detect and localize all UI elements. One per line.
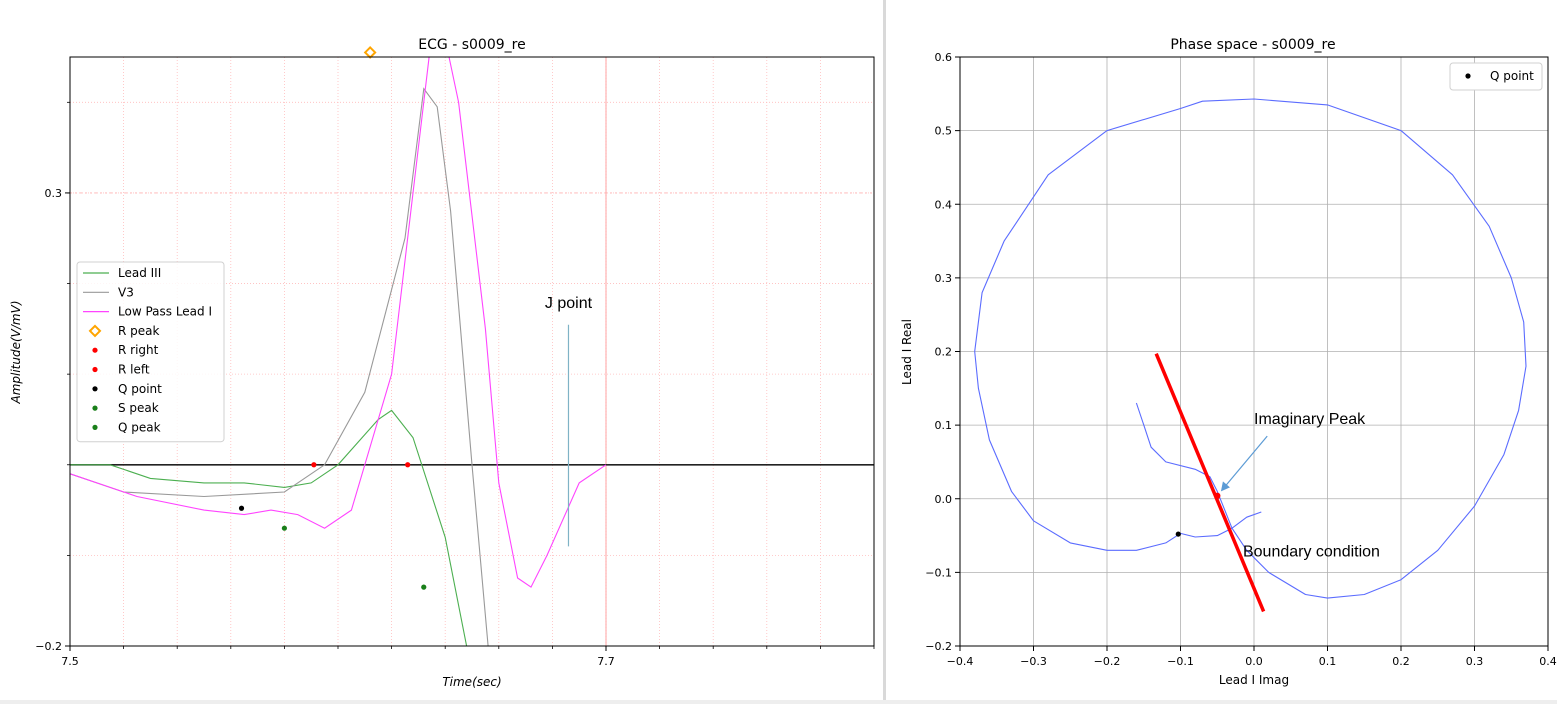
ecg-y-tick-label: −0.2 xyxy=(35,640,62,653)
ecg-x-tick-label: 7.5 xyxy=(61,655,79,668)
ecg-legend-label: V3 xyxy=(118,285,134,299)
ecg-legend-swatch xyxy=(92,366,98,373)
phase-x-tick-label: 0.0 xyxy=(1245,655,1263,668)
ecg-legend-label: Q peak xyxy=(118,420,161,434)
phase-annotation-label: Imaginary Peak xyxy=(1254,411,1366,428)
ecg-legend-label: Q point xyxy=(118,382,162,396)
phase-y-tick-label: 0.6 xyxy=(935,51,953,64)
phase-y-tick-label: 0.0 xyxy=(935,493,953,506)
phase-y-axis-label: Lead I Real xyxy=(900,319,914,385)
ecg-series-line-2 xyxy=(70,57,607,588)
ecg-legend-label: R right xyxy=(118,343,159,357)
ecg-legend-swatch xyxy=(88,324,102,338)
phase-x-tick-label: 0.3 xyxy=(1466,655,1484,668)
phase-legend-box xyxy=(1449,62,1543,91)
phase-y-tick-label: 0.3 xyxy=(935,272,953,285)
ecg-y-axis-label: Amplitude(V/mV) xyxy=(9,300,23,404)
ecg-series-line-1 xyxy=(70,87,489,646)
ecg-annotation-label: J point xyxy=(545,295,593,312)
ecg-y-tick-label: 0.3 xyxy=(45,187,63,200)
phase-x-tick-label: −0.3 xyxy=(1020,655,1047,668)
ecg-marker-2 xyxy=(405,462,411,468)
phase-x-tick-label: 0.1 xyxy=(1319,655,1337,668)
phase-annotation-label: Boundary condition xyxy=(1243,543,1380,560)
phase-legend-swatch xyxy=(1465,73,1471,79)
phase-y-tick-label: 0.2 xyxy=(935,346,953,359)
ecg-legend-box xyxy=(76,261,225,443)
phase-x-tick-label: −0.4 xyxy=(947,655,974,668)
phase-series-line-1 xyxy=(1154,353,1266,613)
phase-annotation-arrowhead xyxy=(1220,481,1230,492)
phase-x-tick-label: −0.1 xyxy=(1167,655,1194,668)
ecg-legend-label: R left xyxy=(118,363,150,377)
phase-y-tick-label: 0.4 xyxy=(935,198,953,211)
ecg-marker-0 xyxy=(363,46,377,59)
phase-space-chart: Phase space - s0009_re −0.4 −0.3 −0.2 −0.1 0… xyxy=(900,37,1557,687)
ecg-marker-4 xyxy=(421,584,427,590)
phase-y-tick-label: −0.1 xyxy=(925,566,952,579)
ecg-legend-swatch xyxy=(92,386,98,392)
phase-chart-title: Phase space - s0009_re xyxy=(1170,37,1335,53)
ecg-chart-title: ECG - s0009_re xyxy=(418,37,525,53)
phase-y-tick-label: −0.2 xyxy=(925,640,952,653)
phase-y-tick-label: 0.1 xyxy=(935,419,953,432)
phase-legend-label: Q point xyxy=(1490,69,1534,83)
phase-plot-frame xyxy=(959,56,1549,647)
ecg-legend-label: Lead III xyxy=(118,266,161,280)
phase-x-tick-label: 0.2 xyxy=(1392,655,1410,668)
window-bottom-edge xyxy=(0,700,1557,704)
phase-legend: Q point xyxy=(1449,62,1543,91)
phase-ticks: −0.4 −0.3 −0.2 −0.1 0.0 0.1 0.2 0.3 0.4 −0.2 −0.1 0… xyxy=(925,51,1556,668)
phase-x-tick-label: −0.2 xyxy=(1094,655,1121,668)
ecg-legend-swatch xyxy=(92,424,98,430)
phase-markers xyxy=(1175,492,1221,537)
ecg-marker-3 xyxy=(238,505,245,511)
phase-marker-1 xyxy=(1214,492,1221,500)
ecg-marker-5 xyxy=(281,525,287,531)
ecg-legend-swatch xyxy=(92,347,98,353)
ecg-legend-swatch xyxy=(92,405,98,411)
ecg-series xyxy=(70,57,874,646)
panel-divider xyxy=(883,0,886,704)
phase-annotations: Imaginary Peak Boundary condition xyxy=(1220,411,1380,560)
phase-series xyxy=(974,98,1527,613)
ecg-ticks: 7.5 7.7 −0.2 0.3 xyxy=(35,101,875,668)
ecg-legend: Lead III V3 Low Pass Lead I R peak R right R … xyxy=(76,261,225,443)
ecg-series-line-0 xyxy=(70,409,468,646)
ecg-marker-1 xyxy=(311,462,317,468)
ecg-chart: ECG - s0009_re 7.5 7.7 −0.2 0.3 J point Tim… xyxy=(9,37,875,689)
phase-series-line-0 xyxy=(974,98,1527,599)
ecg-x-axis-label: Time(sec) xyxy=(442,675,501,689)
ecg-legend-label: S peak xyxy=(118,401,159,415)
phase-x-tick-label: 0.4 xyxy=(1539,655,1557,668)
ecg-legend-label: R peak xyxy=(118,324,160,338)
phase-x-axis-label: Lead I Imag xyxy=(1219,673,1289,687)
ecg-plot-frame xyxy=(69,56,875,647)
ecg-x-tick-label: 7.7 xyxy=(597,655,615,668)
ecg-annotations: J point xyxy=(545,295,593,547)
ecg-legend-label: Low Pass Lead I xyxy=(118,305,212,319)
phase-marker-0 xyxy=(1175,531,1181,537)
phase-y-tick-label: 0.5 xyxy=(935,125,953,138)
phase-annotation-arrow xyxy=(1225,435,1268,486)
